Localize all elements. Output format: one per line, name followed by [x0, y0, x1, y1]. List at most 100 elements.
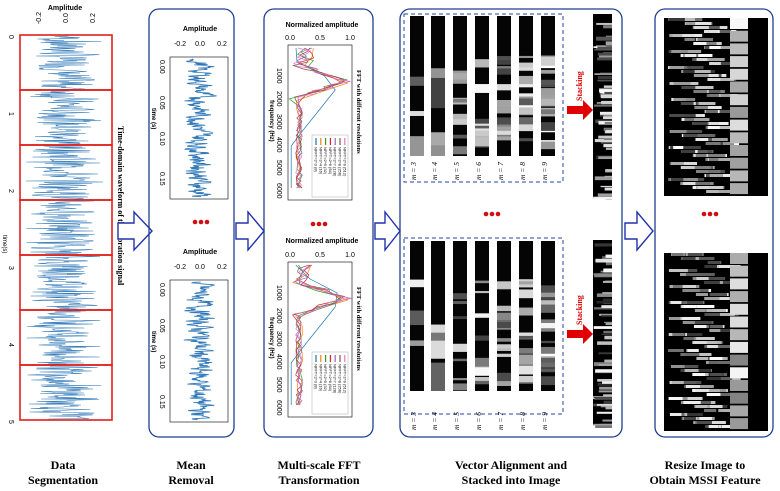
mssi-cell: [686, 333, 703, 336]
mssi-cell: [685, 102, 703, 105]
stage3-upper-side-label: FFT with different resolutions: [355, 70, 362, 154]
stacked-row: [598, 156, 612, 160]
mssi-cell: [720, 393, 735, 396]
stage2-lower-ytick-2: 0.10: [158, 355, 165, 369]
stacked-row: [596, 293, 612, 297]
vector-band: [541, 141, 555, 150]
mssi-block: [730, 56, 748, 68]
stage2-lower-plot: Amplitude -0.2 0.0 0.2 0.00 0.05 0.10 0.…: [150, 249, 229, 423]
mssi-cell: [687, 50, 702, 53]
mssi-cell: [696, 170, 710, 173]
mssi-block: [730, 291, 748, 303]
stacked-row: [602, 292, 612, 294]
stage3-upper-xtick-1: 0.0: [285, 35, 295, 42]
mssi-cell: [707, 78, 721, 81]
vector-band: [497, 338, 511, 342]
caption-multiscale-fft-line1: Multi-scale FFT: [277, 458, 361, 472]
mssi-cell: [707, 345, 718, 348]
stage3-lower-y-label: frequency (Hz): [268, 317, 274, 359]
stacking-arrow-lower-icon: [567, 324, 593, 344]
mssi-cell: [682, 34, 695, 37]
stage1-ytick-0: 0: [7, 35, 14, 39]
mssi-cell: [694, 70, 711, 73]
mssi-cell: [683, 182, 696, 185]
stacked-row: [595, 369, 612, 373]
stacked-row: [604, 122, 612, 124]
stage2-lower-y-label: time (s): [150, 331, 156, 352]
stacked-row: [594, 176, 612, 181]
stage2-lower-ytick-1: 0.05: [158, 319, 165, 333]
waveform-trace: [25, 35, 104, 420]
stacked-row: [598, 135, 612, 139]
legend-entry: NFFT=2^6 (64): [328, 364, 333, 392]
stacked-row: [604, 321, 612, 324]
stacked-row: [605, 322, 612, 326]
mssi-block: [730, 265, 748, 277]
mssi-cell: [683, 146, 701, 149]
m-label: m = 6: [474, 162, 483, 180]
stacked-row: [597, 383, 612, 386]
stacked-row: [599, 386, 612, 390]
mssi-cell: [685, 98, 696, 101]
legend-entry: NFFT=2^3 (8): [314, 147, 319, 173]
mssi-cell: [720, 329, 731, 332]
vector-band: [497, 305, 511, 312]
legend-entry: NFFT=2^4 (16): [318, 147, 323, 175]
mssi-cell: [683, 70, 699, 73]
mssi-cell: [695, 405, 708, 408]
mssi-cell: [708, 361, 722, 364]
mssi-cell: [680, 273, 692, 276]
caption-vector-alignment-line2: Stacked into Image: [461, 473, 561, 487]
mssi-block: [730, 94, 748, 106]
vector-band: [453, 98, 467, 103]
vector-band: [497, 347, 511, 352]
stacked-row: [602, 419, 612, 422]
vector-band: [475, 357, 489, 367]
mssi-cell: [709, 293, 727, 296]
mssi-cell: [704, 265, 718, 268]
mssi-cell: [672, 285, 686, 288]
vector-band: [497, 353, 511, 357]
stacked-row: [598, 54, 612, 59]
stacked-row: [596, 57, 612, 61]
stage4-vector-alignment: m = 3 m = 4 m = 5 m = 6 m = 7 m = 8 m = 9 m = …: [399, 8, 623, 438]
stacked-row: [596, 22, 612, 25]
mssi-cell: [683, 134, 699, 137]
stacked-row: [599, 115, 612, 117]
vector-band: [541, 122, 555, 130]
caption-multiscale-fft: Multi-scale FFT Transformation: [258, 458, 380, 488]
mssi-cell: [697, 186, 710, 189]
stage3-upper-ytick-1000: 1000: [275, 68, 282, 84]
mssi-cell: [693, 42, 710, 45]
stage3-upper-ytick-6000: 6000: [275, 183, 282, 199]
vector-band: [410, 279, 424, 288]
mssi-cell: [670, 301, 682, 304]
vector-band: [519, 107, 533, 115]
stage3-lower-fft-curves: [290, 264, 352, 406]
mssi-cell: [686, 301, 704, 304]
stage4-lower-stacking-label: Stacking: [575, 295, 584, 325]
mssi-cell: [684, 82, 699, 85]
vector-band: [453, 293, 467, 300]
stacked-row: [600, 141, 612, 144]
caption-resize-image: Resize Image to Obtain MSSI Feature: [632, 458, 778, 488]
mssi-cell: [684, 54, 697, 57]
mssi-cell: [719, 313, 735, 316]
vector-band: [497, 117, 511, 125]
mssi-cell: [695, 138, 709, 141]
stage5-mssi-feature: [654, 8, 774, 438]
stage4-upper-dashed-box: [403, 13, 564, 183]
stage2-lower-ytick-0: 0.00: [158, 283, 165, 297]
stage2-lower-xtick-3: 0.2: [217, 264, 227, 271]
stacked-row: [603, 330, 612, 334]
mssi-cell: [704, 30, 722, 33]
mssi-block: [730, 68, 748, 80]
stacked-row: [597, 46, 612, 50]
vector-band: [453, 378, 467, 381]
mssi-cell: [682, 289, 700, 292]
mssi-block: [730, 81, 748, 93]
stacked-row: [596, 411, 612, 414]
legend-entry: NFFT=2^9 (512): [342, 147, 347, 177]
mssi-cell: [696, 58, 708, 61]
m-label: m = 9: [540, 412, 549, 430]
